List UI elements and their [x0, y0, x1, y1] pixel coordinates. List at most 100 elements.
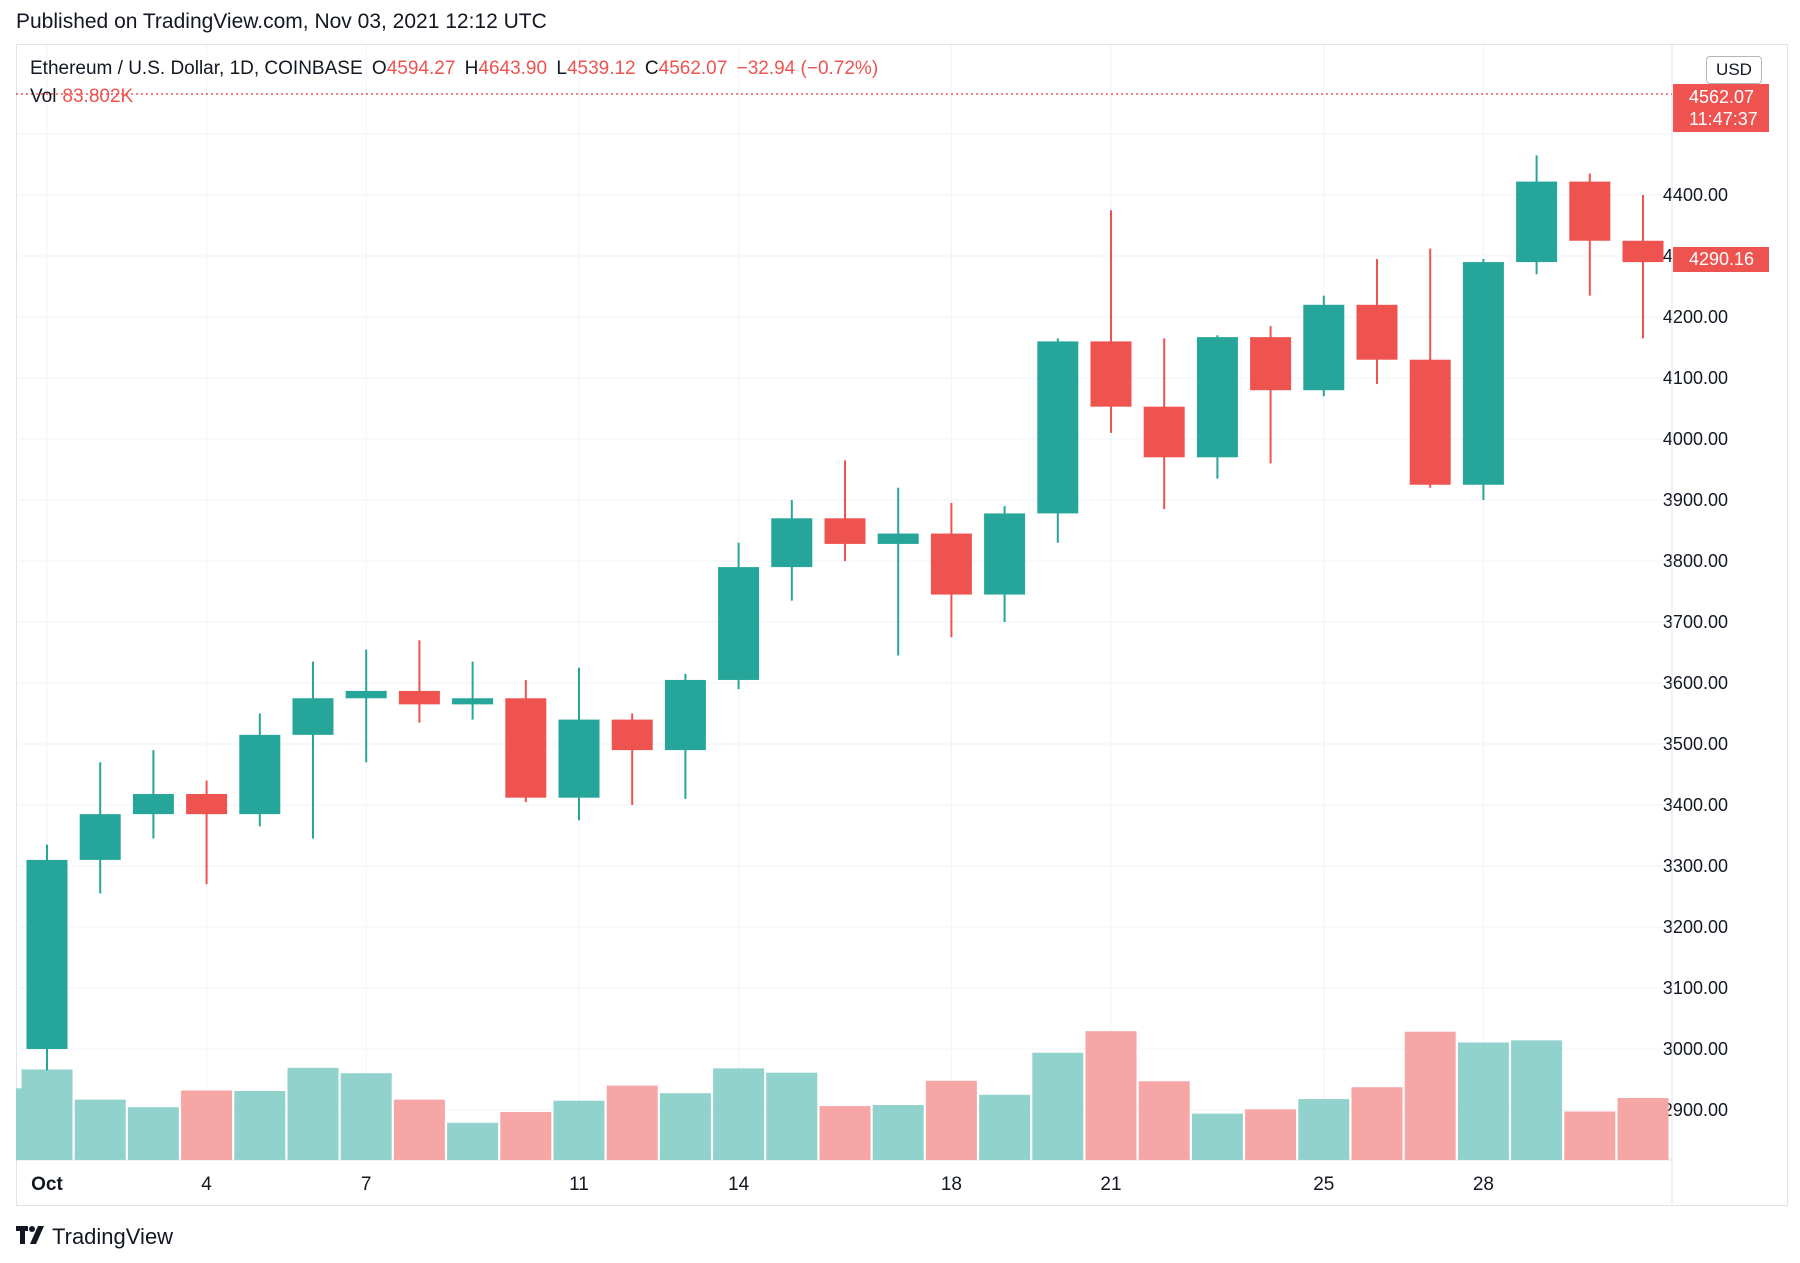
currency-button[interactable]: USD: [1706, 56, 1762, 84]
y-tick-label: 3900.00: [1663, 490, 1728, 510]
volume-bar: [1032, 1052, 1084, 1160]
tradingview-logo-icon: [16, 1224, 44, 1250]
last-price-value: 4562.07: [1689, 87, 1755, 107]
volume-bar: [1298, 1099, 1350, 1160]
volume-bar: [287, 1067, 339, 1160]
volume-bar: [1351, 1087, 1403, 1160]
volume-bar: [659, 1093, 711, 1160]
candle-body: [1409, 359, 1451, 485]
legend-low-value: 4539.12: [566, 58, 636, 79]
candle-body: [718, 567, 760, 680]
legend-symbol: Ethereum / U.S. Dollar, 1D, COINBASE: [30, 58, 363, 79]
x-tick-label: 14: [728, 1174, 750, 1195]
candle-body: [186, 794, 228, 815]
volume-bar: [553, 1100, 605, 1160]
legend-low-label: L: [556, 58, 567, 79]
y-tick-label: 4000.00: [1663, 429, 1728, 449]
y-tick-label: 3800.00: [1663, 551, 1728, 571]
x-tick-label: 7: [361, 1174, 372, 1195]
candle-body: [1143, 406, 1185, 458]
volume-bar: [713, 1068, 765, 1160]
candle-body: [1303, 304, 1345, 391]
candle-body: [1622, 240, 1664, 263]
published-caption: Published on TradingView.com, Nov 03, 20…: [16, 10, 547, 33]
volume-bar: [1191, 1113, 1243, 1160]
bar-countdown: 11:47:37: [1689, 109, 1758, 129]
candle-body: [505, 698, 547, 798]
tradingview-logo[interactable]: TradingView: [16, 1224, 173, 1250]
volume-bar: [1245, 1109, 1297, 1160]
y-tick-label: 3500.00: [1663, 734, 1728, 754]
x-tick-label: Oct: [31, 1174, 63, 1195]
candle-body: [79, 814, 121, 860]
y-tick-label: 3600.00: [1663, 673, 1728, 693]
volume-bar: [1085, 1031, 1137, 1160]
chart-frame: [16, 44, 1788, 1206]
last-price-tag: 4562.07 11:47:37: [1673, 84, 1769, 132]
candle-body: [239, 734, 281, 815]
candle-body: [292, 698, 334, 735]
y-tick-label: 2900.00: [1663, 1100, 1728, 1120]
x-tick-label: 25: [1313, 1174, 1334, 1195]
volume-bar: [606, 1085, 658, 1160]
legend-high-value: 4643.90: [478, 58, 548, 79]
candle-body: [611, 719, 653, 751]
volume-bar: [340, 1073, 392, 1160]
x-tick-label: 21: [1100, 1174, 1121, 1195]
volume-bar: [127, 1107, 179, 1160]
volume-bar: [979, 1094, 1031, 1160]
candle-body: [345, 690, 387, 699]
volume-bar: [234, 1091, 286, 1160]
volume-bar: [819, 1106, 871, 1160]
tradingview-logo-text: TradingView: [52, 1224, 174, 1249]
volume-bar: [393, 1099, 445, 1160]
legend-close-value: 4562.07: [658, 58, 728, 79]
y-tick-label: 3200.00: [1663, 917, 1728, 937]
y-tick-label: 4200.00: [1663, 307, 1728, 327]
candle-body: [1569, 181, 1611, 241]
candle-body: [1516, 181, 1558, 263]
volume-bar: [21, 1069, 73, 1160]
y-tick-label: 4100.00: [1663, 368, 1728, 388]
volume-bar: [1617, 1098, 1669, 1160]
close-price-tag: 4290.16: [1673, 247, 1769, 272]
candle-body: [1090, 341, 1132, 407]
y-tick-label: 4400.00: [1663, 185, 1728, 205]
candle-body: [877, 533, 919, 544]
candle-body: [1462, 262, 1504, 485]
x-tick-label: 11: [569, 1174, 589, 1195]
legend-high-label: H: [464, 58, 479, 79]
legend-open-value: 4594.27: [386, 58, 456, 79]
y-tick-label: 3300.00: [1663, 856, 1728, 876]
volume-bar: [925, 1080, 977, 1160]
candle-body: [824, 518, 866, 544]
volume-value: 83.802K: [62, 86, 134, 107]
volume-bar: [1404, 1031, 1456, 1160]
legend-change: −32.94 (−0.72%): [736, 58, 879, 79]
volume-bar: [74, 1099, 126, 1160]
y-tick-label: 3700.00: [1663, 612, 1728, 632]
volume-legend: Vol 83.802K: [30, 86, 133, 108]
volume-bar: [1564, 1111, 1616, 1160]
candle-body: [1196, 337, 1238, 458]
candle-body: [1037, 341, 1079, 514]
volume-bar: [181, 1090, 233, 1160]
volume-bar: [16, 1088, 23, 1160]
volume-bar: [500, 1112, 552, 1160]
x-tick-label: 4: [201, 1174, 212, 1195]
y-tick-label: 3000.00: [1663, 1039, 1728, 1059]
volume-bar: [766, 1072, 818, 1160]
volume-bar: [1457, 1042, 1509, 1160]
candle-body: [398, 690, 440, 705]
candle-body: [984, 513, 1026, 595]
candle-body: [1250, 337, 1292, 391]
x-tick-label: 28: [1473, 1174, 1494, 1195]
legend-close-label: C: [644, 58, 659, 79]
y-tick-label: 3100.00: [1663, 978, 1728, 998]
candle-body: [930, 533, 972, 595]
chart-legend: Ethereum / U.S. Dollar, 1D, COINBASE O45…: [30, 58, 882, 80]
candle-body: [452, 698, 494, 705]
candle-body: [558, 719, 600, 798]
volume-label: Vol: [30, 86, 57, 107]
